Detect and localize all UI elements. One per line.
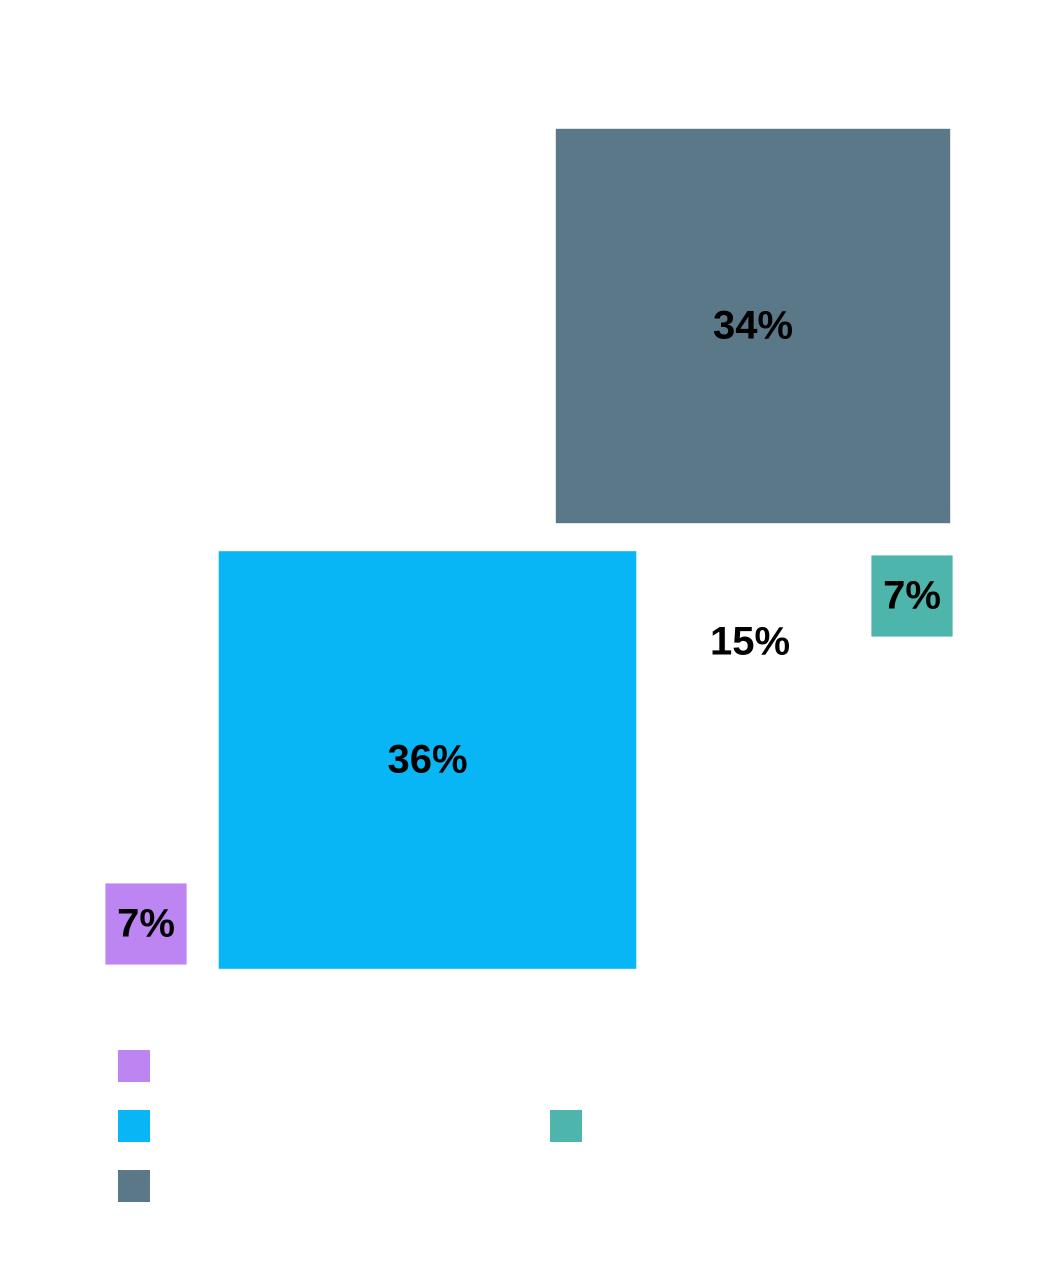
- legend-swatch: [550, 1110, 582, 1142]
- square: [105, 883, 187, 965]
- square: [555, 128, 951, 524]
- legend-swatch: [118, 1110, 150, 1142]
- value-label: 7%: [117, 902, 175, 946]
- value-label: 34%: [713, 304, 793, 348]
- square: [871, 555, 953, 637]
- value-label: 36%: [387, 738, 467, 782]
- value-label: 7%: [883, 574, 941, 618]
- square: [663, 555, 837, 729]
- square: [218, 551, 637, 969]
- legend-swatch: [118, 1170, 150, 1202]
- legend-swatch: [118, 1050, 150, 1082]
- value-label: 15%: [710, 620, 790, 664]
- legend-swatch: [550, 1050, 582, 1082]
